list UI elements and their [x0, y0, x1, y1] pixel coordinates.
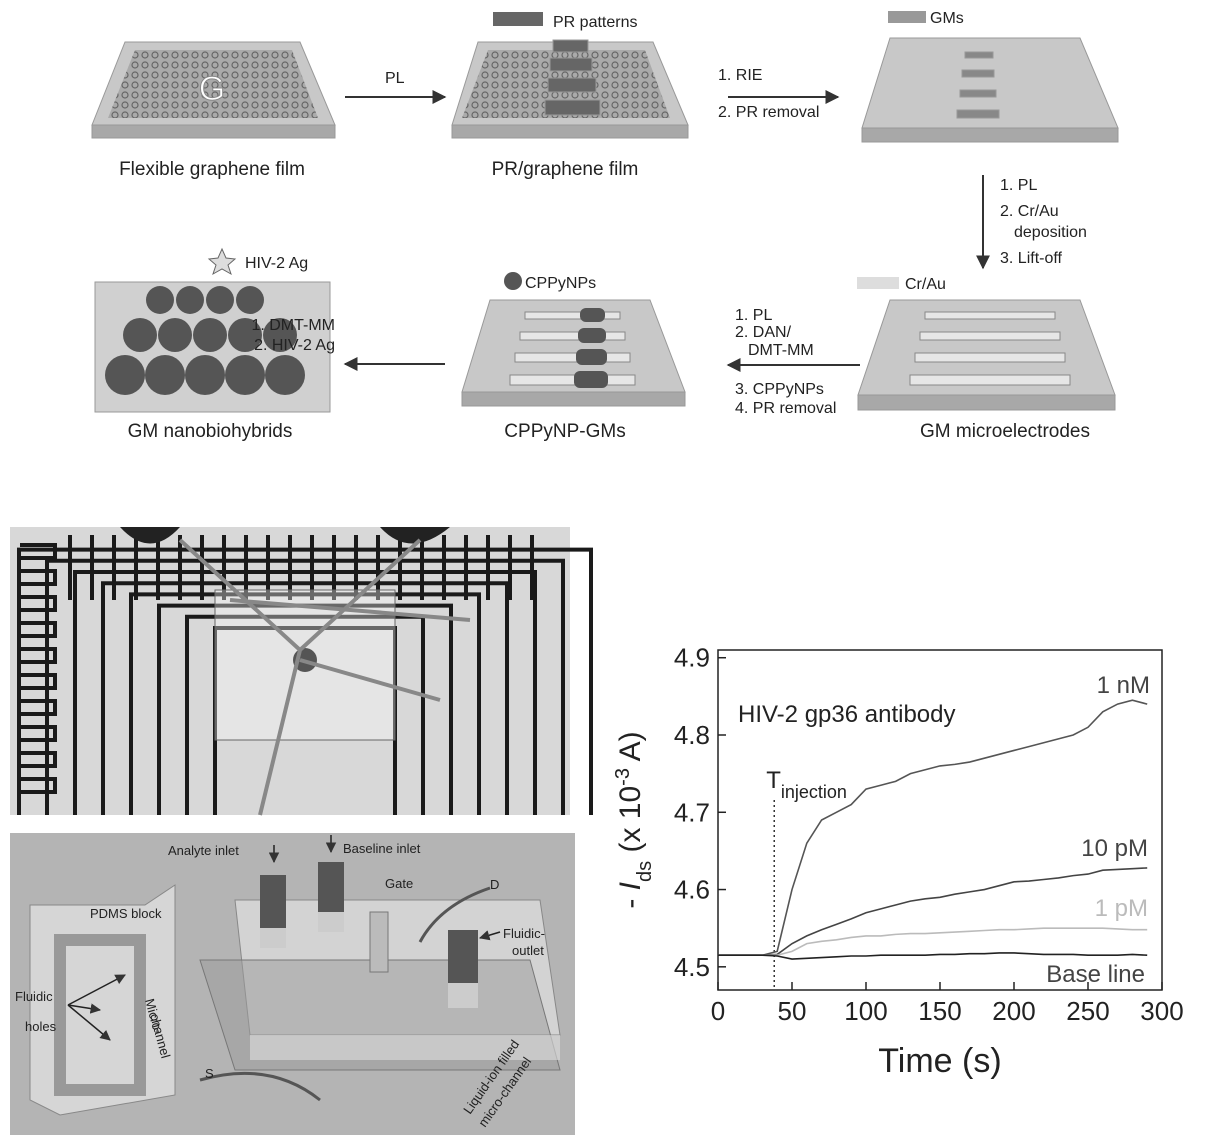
label: 1. PL: [735, 307, 772, 324]
y-tick-label: 4.9: [674, 643, 710, 673]
label: S: [205, 1066, 214, 1081]
y-axis-label-part: I: [614, 882, 647, 890]
label: 2. HIV-2 Ag: [254, 337, 335, 354]
label: Gate: [385, 876, 413, 891]
label: Cr/Au: [905, 276, 946, 293]
label: deposition: [1014, 224, 1087, 241]
label: CPPyNPs: [525, 275, 596, 292]
label: holes: [25, 1019, 57, 1034]
label: GM microelectrodes: [920, 421, 1090, 442]
label: 2. Cr/Au: [1000, 203, 1059, 220]
x-tick-label: 250: [1066, 996, 1109, 1026]
y-axis-label-part: A): [614, 731, 647, 768]
label: outlet: [512, 943, 544, 958]
label: 3. Lift-off: [1000, 250, 1063, 267]
label: Baseline inlet: [343, 841, 421, 856]
label: PR/graphene film: [492, 159, 639, 180]
label: HIV-2 Ag: [245, 255, 308, 272]
label: PDMS block: [90, 906, 162, 921]
y-tick-label: 4.5: [674, 952, 710, 982]
x-tick-label: 100: [844, 996, 887, 1026]
y-tick-label: 4.6: [674, 875, 710, 905]
injection-label: Tinjection: [766, 767, 847, 802]
label: PR patterns: [553, 14, 637, 31]
series-line: [718, 868, 1147, 955]
label: D: [490, 877, 499, 892]
label: 1. DMT-MM: [251, 317, 335, 334]
x-tick-label: 50: [778, 996, 807, 1026]
chart: 4.5 4.6 4.7 4.8 4.9 0 50 100 150 200 250 300 Time (s…: [612, 643, 1184, 1080]
annotation: HIV-2 gp36 antibody: [738, 701, 956, 728]
x-tick-label: 300: [1140, 996, 1183, 1026]
label: Flexible graphene film: [119, 159, 305, 180]
x-tick-label: 200: [992, 996, 1035, 1026]
label: PL: [385, 70, 405, 87]
series-label: 1 nM: [1097, 672, 1150, 699]
x-axis-label: Time (s): [878, 1042, 1001, 1080]
label: DMT-MM: [748, 342, 814, 359]
figure: Flexible graphene film PR/graphene film GM…: [0, 0, 1210, 1137]
y-axis-label: - Ids (x 10-3 A): [612, 731, 656, 908]
label: 1. RIE: [718, 67, 762, 84]
label: GM nanobiohybrids: [128, 421, 293, 442]
injection-subscript: injection: [781, 782, 847, 802]
y-axis-label-part: -3: [612, 768, 634, 786]
x-tick-label: 0: [711, 996, 725, 1026]
label: CPPyNP-GMs: [504, 421, 625, 442]
label: Fluidic: [15, 989, 53, 1004]
x-tick-label: 150: [918, 996, 961, 1026]
y-axis-label-part: (x 10: [614, 786, 647, 861]
y-tick-label: 4.7: [674, 797, 710, 827]
label: 4. PR removal: [735, 400, 836, 417]
series-label: Base line: [1046, 961, 1145, 988]
series-label: 1 pM: [1095, 895, 1148, 922]
y-axis-label-part: -: [614, 890, 647, 908]
label: GMs: [930, 10, 964, 27]
label: Fluidic-: [503, 926, 545, 941]
injection-symbol: T: [766, 767, 781, 794]
photo: [10, 527, 591, 815]
label: 3. CPPyNPs: [735, 381, 824, 398]
label: 2. PR removal: [718, 104, 819, 121]
series-label: 10 pM: [1081, 835, 1148, 862]
y-axis-label-part: ds: [634, 861, 656, 882]
label: 1. PL: [1000, 177, 1037, 194]
label: 2. DAN/: [735, 324, 792, 341]
y-tick-label: 4.8: [674, 720, 710, 750]
label: G: [199, 70, 225, 108]
label: Analyte inlet: [168, 843, 239, 858]
series-line: [718, 700, 1147, 955]
